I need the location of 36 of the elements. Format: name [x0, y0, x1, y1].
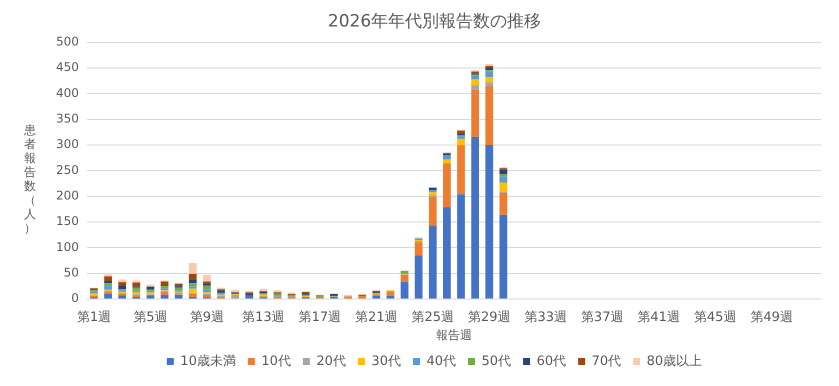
legend-label: 60代 [536, 354, 566, 369]
x-tick-label: 第13週 [242, 310, 285, 326]
x-tick-label: 第33週 [524, 310, 567, 326]
y-tick-label: 200 [56, 188, 79, 202]
x-tick-label: 第1週 [76, 310, 112, 326]
x-tick-label: 第29週 [468, 310, 511, 326]
y-tick-label: 400 [56, 86, 79, 100]
x-tick-label: 第17週 [298, 310, 342, 326]
y-tick-label: 50 [64, 265, 79, 280]
legend-label: 40代 [426, 354, 456, 369]
y-tick-label: 500 [56, 34, 79, 49]
y-tick-label: 300 [56, 137, 79, 152]
x-tick-label: 第21週 [355, 310, 398, 326]
legend-label: 10代 [261, 354, 291, 369]
x-tick-label: 第37週 [580, 310, 624, 326]
y-tick-label: 250 [56, 162, 79, 177]
y-tick-label: 350 [56, 112, 79, 126]
y-tick-label: 100 [56, 240, 79, 254]
chart-title: 2026年年代別報告数の推移 [328, 12, 542, 32]
legend-label: 70代 [592, 354, 622, 369]
x-tick-label: 第5週 [133, 310, 168, 326]
legend-label: 50代 [482, 354, 512, 369]
x-tick-label: 第49週 [750, 310, 793, 326]
y-tick-label: 0 [71, 291, 79, 306]
legend-label: 30代 [371, 354, 401, 369]
x-tick-label: 第9週 [190, 310, 224, 326]
y-axis-title: 患者報告数（人） [23, 123, 37, 235]
x-axis-title: 報告週 [436, 328, 472, 342]
y-tick-label: 450 [56, 60, 79, 74]
legend-label: 80歳以上 [646, 354, 702, 369]
legend-label: 20代 [316, 354, 346, 369]
legend-label: 10歳未満 [180, 354, 236, 369]
x-tick-label: 第45週 [694, 310, 736, 326]
x-tick-label: 第25週 [412, 310, 454, 326]
x-tick-label: 第41週 [637, 310, 680, 326]
y-tick-label: 150 [56, 214, 79, 228]
